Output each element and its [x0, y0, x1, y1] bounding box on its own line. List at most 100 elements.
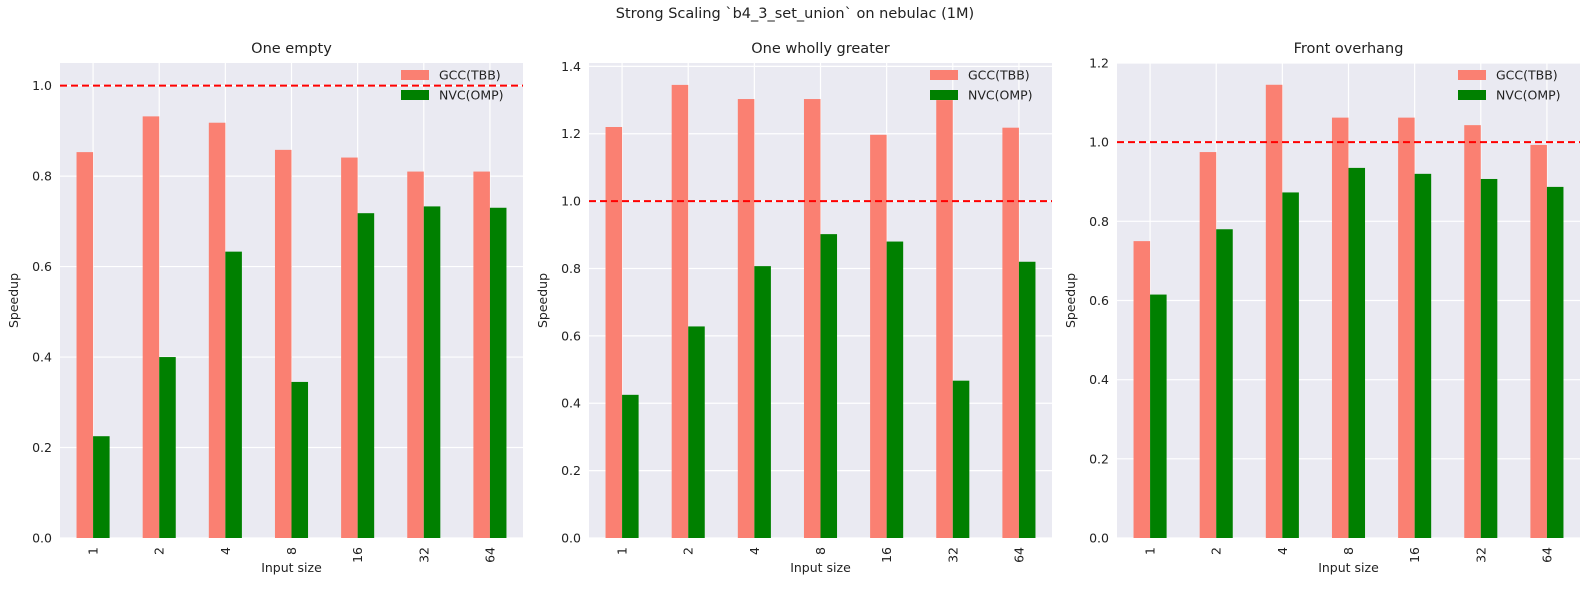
x-tick-label: 16 — [1407, 547, 1422, 563]
y-tick-label: 0.2 — [1089, 451, 1109, 466]
y-tick-label: 0.6 — [32, 259, 52, 274]
y-tick-label: 1.0 — [32, 78, 52, 93]
bar-nvc-omp — [952, 380, 970, 538]
x-axis-label: Input size — [790, 560, 851, 575]
bar-gcc-tbb — [1398, 117, 1415, 538]
y-tick-label: 1.0 — [1089, 135, 1109, 150]
y-tick-label: 0.2 — [32, 440, 52, 455]
x-tick-label: 4 — [218, 547, 233, 555]
x-tick-label: 16 — [350, 547, 365, 563]
y-tick-label: 0.4 — [1089, 372, 1109, 387]
y-tick-label: 0.8 — [561, 261, 581, 276]
chart-panel-2: 0.0 0.2 0.4 0.6 0.8 1.0 1.2 1.4 1 2 4 8 16 32 64 GCC(TB… — [535, 41, 1052, 575]
bar-nvc-omp — [1282, 192, 1299, 538]
bar-nvc-omp — [291, 381, 309, 538]
chart-panel-3: 0.0 0.2 0.4 0.6 0.8 1.0 1.2 1 2 4 8 16 32 64 GCC(TBB) N… — [1063, 41, 1580, 575]
bar-nvc-omp — [1216, 229, 1233, 538]
bar-nvc-omp — [820, 234, 838, 538]
legend-swatch — [1458, 70, 1486, 80]
chart-title: Front overhang — [1294, 41, 1404, 57]
chart-title: One empty — [251, 41, 332, 57]
bar-nvc-omp — [423, 206, 441, 538]
x-tick-label: 16 — [879, 547, 894, 563]
bar-nvc-omp — [357, 213, 375, 538]
bar-gcc-tbb — [1199, 152, 1217, 538]
bar-gcc-tbb — [76, 152, 94, 538]
bar-gcc-tbb — [274, 149, 292, 538]
bar-gcc-tbb — [473, 171, 490, 539]
bar-nvc-omp — [489, 207, 507, 538]
y-axis-label: Speedup — [6, 273, 21, 328]
y-axis-label: Speedup — [535, 273, 550, 328]
bar-gcc-tbb — [1464, 125, 1481, 538]
y-tick-label: 0.0 — [1089, 531, 1109, 546]
bar-nvc-omp — [886, 241, 904, 539]
y-tick-label: 1.2 — [561, 126, 581, 141]
y-tick-label: 0.0 — [32, 531, 52, 546]
legend-label: NVC(OMP) — [439, 88, 504, 103]
x-tick-label: 4 — [1275, 547, 1290, 555]
x-tick-label: 1 — [86, 547, 101, 555]
legend-swatch — [401, 90, 429, 100]
legend-swatch — [930, 70, 958, 80]
x-tick-label: 64 — [482, 547, 497, 563]
bar-nvc-omp — [1150, 294, 1167, 538]
x-tick-label: 8 — [1341, 547, 1356, 555]
x-tick-label: 64 — [1011, 547, 1026, 563]
chart-panel-1: 0.0 0.2 0.4 0.6 0.8 1.0 1 2 4 8 16 32 64 GCC(TBB) NVC(… — [6, 41, 523, 575]
x-tick-label: 32 — [416, 547, 431, 563]
y-tick-label: 0.8 — [32, 169, 52, 184]
x-axis-label: Input size — [1318, 560, 1379, 575]
legend-swatch — [1458, 90, 1486, 100]
bar-gcc-tbb — [737, 99, 755, 539]
bar-nvc-omp — [1480, 178, 1498, 538]
bar-gcc-tbb — [407, 171, 424, 539]
bar-gcc-tbb — [1002, 127, 1019, 539]
bar-gcc-tbb — [1530, 144, 1547, 538]
bar-nvc-omp — [93, 436, 110, 538]
x-tick-label: 8 — [284, 547, 299, 555]
bar-gcc-tbb — [1133, 241, 1151, 538]
bar-gcc-tbb — [870, 134, 887, 539]
legend-label: GCC(TBB) — [968, 68, 1030, 83]
bar-gcc-tbb — [341, 157, 358, 539]
legend-label: GCC(TBB) — [439, 68, 501, 83]
y-tick-label: 0.4 — [32, 350, 52, 365]
bar-nvc-omp — [159, 357, 176, 538]
bar-nvc-omp — [1348, 167, 1366, 539]
x-tick-label: 2 — [681, 547, 696, 555]
x-tick-label: 4 — [747, 547, 762, 555]
x-tick-label: 8 — [813, 547, 828, 555]
legend-swatch — [401, 70, 429, 80]
bar-nvc-omp — [225, 251, 242, 538]
bar-nvc-omp — [1414, 173, 1432, 539]
bar-gcc-tbb — [605, 127, 623, 539]
bar-nvc-omp — [1546, 186, 1564, 539]
bar-nvc-omp — [622, 394, 639, 538]
bar-nvc-omp — [754, 266, 771, 538]
x-tick-label: 2 — [1209, 547, 1224, 555]
y-tick-label: 1.0 — [561, 194, 581, 209]
figure-title: Strong Scaling `b4_3_set_union` on nebul… — [615, 6, 975, 22]
x-tick-label: 32 — [1473, 547, 1488, 563]
y-axis-label: Speedup — [1063, 273, 1078, 328]
bar-gcc-tbb — [1265, 84, 1283, 538]
y-tick-label: 0.0 — [561, 531, 581, 546]
bar-gcc-tbb — [671, 84, 689, 539]
bar-nvc-omp — [1018, 261, 1036, 538]
x-tick-label: 32 — [945, 547, 960, 563]
legend-label: NVC(OMP) — [1496, 88, 1561, 103]
y-tick-label: 1.4 — [561, 59, 581, 74]
y-tick-label: 0.8 — [1089, 214, 1109, 229]
x-axis-label: Input size — [261, 560, 322, 575]
y-tick-label: 0.6 — [1089, 293, 1109, 308]
legend-label: GCC(TBB) — [1496, 68, 1558, 83]
bar-nvc-omp — [688, 326, 705, 538]
legend-swatch — [930, 90, 958, 100]
bar-gcc-tbb — [1331, 117, 1349, 538]
y-tick-label: 1.2 — [1089, 56, 1109, 71]
x-tick-label: 1 — [615, 547, 630, 555]
chart-title: One wholly greater — [751, 41, 890, 57]
bar-gcc-tbb — [142, 116, 160, 538]
